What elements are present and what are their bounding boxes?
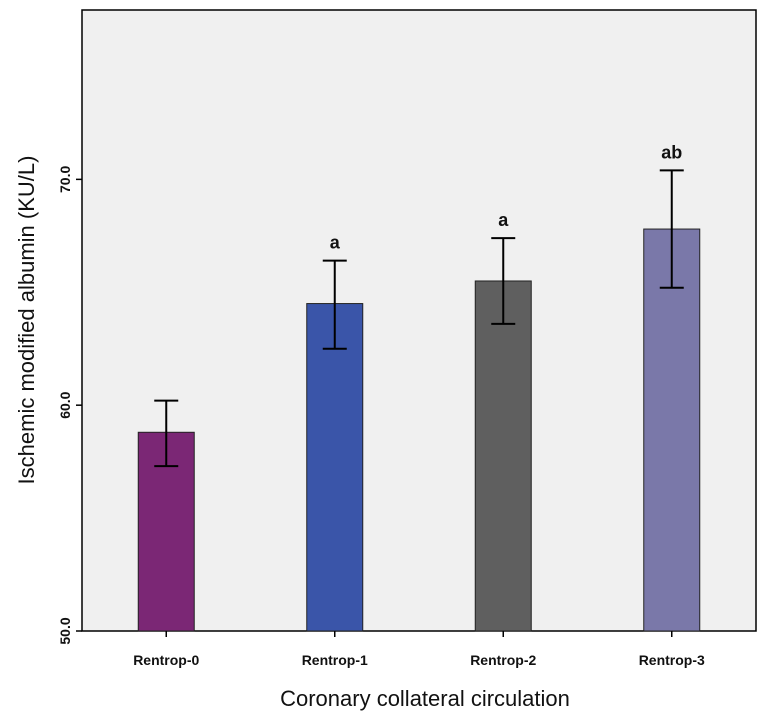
y-axis-title: Ischemic modified albumin (KU/L) <box>14 156 39 485</box>
significance-label: a <box>330 233 341 253</box>
bar <box>643 228 701 632</box>
x-axis: Rentrop-0 Rentrop-1 Rentrop-2 Rentrop-3 <box>133 631 705 668</box>
y-tick-label: 70.0 <box>57 166 73 193</box>
category-label: Rentrop-1 <box>302 652 368 668</box>
bar <box>474 280 532 632</box>
bars: a a ab <box>137 142 701 632</box>
bar <box>306 303 364 632</box>
significance-label: a <box>498 210 509 230</box>
y-tick-label: 60.0 <box>57 391 73 418</box>
category-label: Rentrop-3 <box>639 652 705 668</box>
significance-label: ab <box>661 142 682 162</box>
category-label: Rentrop-2 <box>470 652 536 668</box>
y-axis: 50.0 60.0 70.0 <box>57 166 82 645</box>
y-tick-label: 50.0 <box>57 617 73 644</box>
x-axis-title: Coronary collateral circulation <box>280 686 570 711</box>
category-label: Rentrop-0 <box>133 652 199 668</box>
